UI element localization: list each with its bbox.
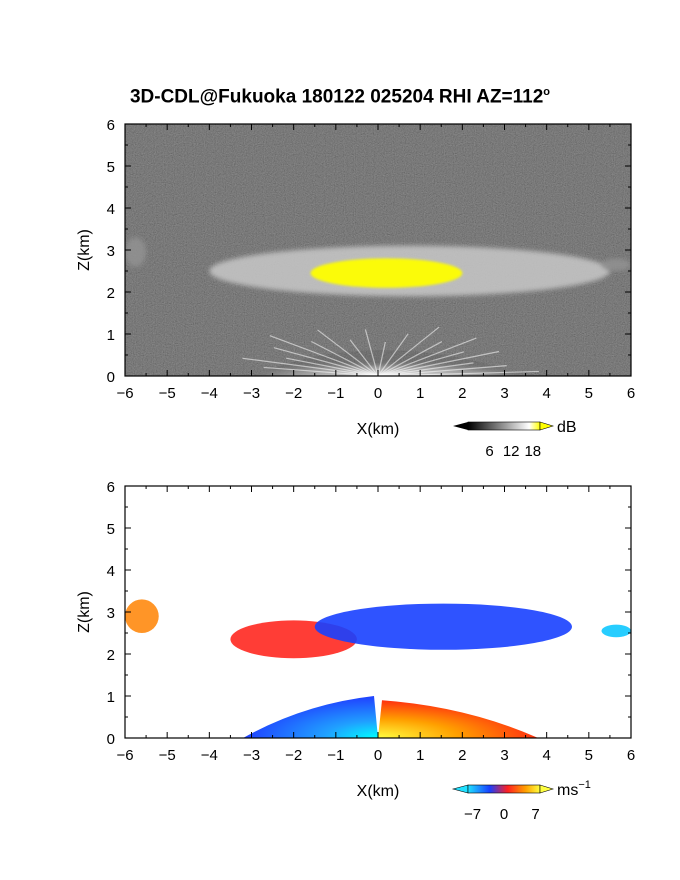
colorbar-tick-label: 7 — [531, 806, 539, 823]
near-field-ray — [377, 337, 477, 376]
vel-xtick-label: −4 — [201, 747, 218, 764]
near-field-ray — [242, 357, 379, 376]
vel-xtick-label: −1 — [327, 747, 344, 764]
refl-xtick-label: 3 — [500, 385, 508, 402]
near-field-ray — [273, 347, 379, 376]
colorbar-tick-label: 6 — [485, 443, 493, 460]
cb2-bar — [467, 784, 541, 794]
near-field-ray — [364, 329, 379, 376]
refl-xtick-label: −5 — [159, 385, 176, 402]
refl-xtick-label: −1 — [327, 385, 344, 402]
vel-xtick-label: −2 — [285, 747, 302, 764]
near-field-ray — [377, 362, 474, 376]
refl-xtick-label: −2 — [285, 385, 302, 402]
near-field-ray — [377, 341, 386, 376]
refl-ytick-label: 2 — [107, 285, 115, 302]
vel-xtick-label: 3 — [500, 747, 508, 764]
vel-ytick-label: 4 — [107, 563, 115, 580]
vel-xtick-label: −5 — [159, 747, 176, 764]
velocity-layer — [125, 599, 159, 633]
near-field-ray — [377, 326, 440, 376]
near-field-ray — [317, 329, 379, 376]
vel-xtick-label: 4 — [542, 747, 550, 764]
refl-xtick-label: 5 — [585, 385, 593, 402]
vel-ytick-label: 0 — [107, 731, 115, 748]
refl-ytick-label: 5 — [107, 159, 115, 176]
near-field-ray — [377, 333, 409, 376]
near-field-ray — [263, 366, 379, 376]
refl-xtick-label: −4 — [201, 385, 218, 402]
near-field-ray — [377, 341, 443, 376]
near-field-ray — [286, 357, 379, 376]
near-field-approaching — [243, 696, 378, 738]
colorbar-tick-label: −7 — [464, 806, 481, 823]
vel-xtick-label: 0 — [374, 747, 382, 764]
vel-xtick-label: 1 — [416, 747, 424, 764]
cb2-high-arrow — [539, 784, 555, 794]
reflectivity-panel: −6 −5 −4 −3 −2 −1 0 1 2 3 4 5 6 0 1 2 3 4 5 6 X(km) Z(km) — [76, 117, 635, 438]
degree-symbol: o — [543, 86, 551, 98]
reflectivity-layer — [310, 258, 463, 288]
vel-ytick-label: 5 — [107, 521, 115, 538]
reflectivity-layer — [125, 237, 147, 267]
vel-xtick-label: 5 — [585, 747, 593, 764]
colorbar-tick-label: 0 — [500, 806, 508, 823]
refl-xtick-label: 0 — [374, 385, 382, 402]
cb2-low-arrow — [451, 784, 469, 794]
vel-xtick-label: 2 — [458, 747, 466, 764]
vel-ytick-label: 6 — [107, 479, 115, 496]
refl-ytick-label: 1 — [107, 327, 115, 344]
vel-ytick-label: 3 — [107, 605, 115, 622]
reflectivity-layer — [601, 258, 631, 272]
velocity-layer — [314, 603, 572, 650]
cb2-unit: ms−1 — [557, 779, 591, 799]
refl-ytick-label: 3 — [107, 243, 115, 260]
colorbar-tick-label: 18 — [524, 443, 541, 460]
velocity-panel: −6 −5 −4 −3 −2 −1 0 1 2 3 4 5 6 0 1 2 3 4 5 6 X(km) Z(km) — [76, 479, 635, 800]
near-field-ray — [377, 351, 465, 376]
figure-title: 3D-CDL@Fukuoka 180122 025204 RHI AZ=112o — [0, 86, 680, 108]
cb1-unit: dB — [557, 419, 577, 436]
refl-ylabel: Z(km) — [76, 229, 93, 271]
cb1-bar — [467, 421, 541, 431]
refl-xtick-label: −6 — [116, 385, 133, 402]
near-field-ray — [311, 340, 379, 376]
refl-ytick-label: 6 — [107, 117, 115, 134]
cb1-low-arrow — [453, 422, 468, 430]
reflectivity-colorbar: 6 12 18 dB — [453, 419, 577, 460]
near-field-ray — [349, 339, 379, 376]
refl-xtick-label: 1 — [416, 385, 424, 402]
vel-xtick-label: −6 — [116, 747, 133, 764]
velocity-plot-area — [125, 486, 631, 738]
near-field-ray — [377, 350, 500, 376]
near-field-ray — [269, 335, 379, 376]
velocity-colorbar: −7 0 7 ms−1 — [451, 779, 591, 823]
refl-ytick-label: 4 — [107, 201, 115, 218]
cb1-high-arrow — [539, 421, 555, 431]
vel-xtick-label: −3 — [243, 747, 260, 764]
near-field-ray — [377, 370, 539, 376]
vel-ytick-label: 2 — [107, 647, 115, 664]
title-text: 3D-CDL@Fukuoka 180122 025204 RHI AZ=112 — [129, 86, 544, 108]
reflectivity-plot-area — [125, 124, 631, 376]
cb2-unit-exp: −1 — [578, 779, 591, 791]
refl-xtick-label: −3 — [243, 385, 260, 402]
refl-xtick-label: 2 — [458, 385, 466, 402]
colorbar-tick-label: 12 — [503, 443, 520, 460]
vel-xtick-label: 6 — [627, 747, 635, 764]
refl-xlabel: X(km) — [357, 421, 400, 438]
velocity-layer — [601, 624, 631, 638]
vel-xlabel: X(km) — [357, 783, 400, 800]
cb2-unit-base: ms — [557, 782, 578, 799]
vel-ytick-label: 1 — [107, 689, 115, 706]
refl-ytick-label: 0 — [107, 369, 115, 386]
refl-xtick-label: 4 — [542, 385, 550, 402]
near-field-receding — [378, 700, 539, 738]
vel-ylabel: Z(km) — [76, 591, 93, 633]
refl-xtick-label: 6 — [627, 385, 635, 402]
